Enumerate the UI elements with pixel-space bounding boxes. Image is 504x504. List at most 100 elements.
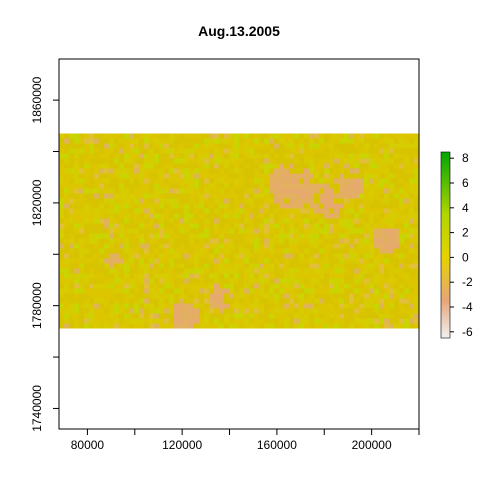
raster-cell xyxy=(304,138,309,144)
raster-cell xyxy=(59,318,64,324)
raster-cell xyxy=(149,243,154,249)
raster-cell xyxy=(259,168,264,174)
raster-cell xyxy=(234,293,239,299)
raster-cell xyxy=(344,193,349,199)
raster-cell xyxy=(59,203,64,209)
raster-cell xyxy=(209,173,214,179)
raster-cell xyxy=(179,268,184,274)
raster-cell xyxy=(279,138,284,144)
raster-cell xyxy=(339,243,344,249)
raster-cell xyxy=(179,263,184,269)
raster-cell xyxy=(304,153,309,159)
raster-cell xyxy=(304,293,309,299)
raster-cell xyxy=(409,173,414,179)
raster-cell xyxy=(314,183,319,189)
raster-cell xyxy=(404,298,409,304)
raster-cell xyxy=(114,138,119,144)
raster-cell xyxy=(74,188,79,194)
raster-cell xyxy=(124,198,129,204)
raster-cell xyxy=(294,138,299,144)
raster-cell xyxy=(249,263,254,269)
raster-cell xyxy=(304,298,309,304)
raster-cell xyxy=(129,148,134,154)
raster-cell xyxy=(59,253,64,259)
raster-cell xyxy=(319,133,324,139)
raster-cell xyxy=(214,308,219,314)
raster-cell xyxy=(304,143,309,149)
raster-cell xyxy=(314,163,319,169)
raster-cell xyxy=(59,273,64,279)
raster-cell xyxy=(299,288,304,294)
raster-cell xyxy=(379,258,384,264)
raster-cell xyxy=(349,208,354,214)
raster-cell xyxy=(124,308,129,314)
raster-cell xyxy=(154,208,159,214)
raster-cell xyxy=(204,283,209,289)
raster-cell xyxy=(299,228,304,234)
raster-cell xyxy=(349,178,354,184)
raster-cell xyxy=(314,248,319,254)
raster-cell xyxy=(64,243,69,249)
raster-cell xyxy=(274,228,279,234)
raster-cell xyxy=(204,143,209,149)
raster-cell xyxy=(219,318,224,324)
raster-cell xyxy=(139,243,144,249)
raster-cell xyxy=(374,303,379,309)
raster-cell xyxy=(309,173,314,179)
raster-cell xyxy=(84,253,89,259)
raster-cell xyxy=(144,313,149,319)
raster-cell xyxy=(59,313,64,319)
raster-cell xyxy=(359,153,364,159)
raster-cell xyxy=(104,258,109,264)
raster-cell xyxy=(384,228,389,234)
raster-cell xyxy=(144,233,149,239)
raster-cell xyxy=(169,218,174,224)
raster-cell xyxy=(369,188,374,194)
raster-cell xyxy=(229,163,234,169)
raster-cell xyxy=(124,133,129,139)
raster-cell xyxy=(209,133,214,139)
raster-cell xyxy=(89,143,94,149)
raster-cell xyxy=(159,288,164,294)
raster-cell xyxy=(139,223,144,229)
raster-cell xyxy=(284,153,289,159)
raster-cell xyxy=(269,258,274,264)
raster-image xyxy=(59,133,419,329)
y-tick-label: 1820000 xyxy=(30,179,44,226)
raster-cell xyxy=(364,303,369,309)
raster-cell xyxy=(109,233,114,239)
raster-cell xyxy=(234,298,239,304)
raster-cell xyxy=(84,318,89,324)
raster-cell xyxy=(249,163,254,169)
raster-cell xyxy=(89,138,94,144)
raster-cell xyxy=(179,293,184,299)
x-tick-label: 120000 xyxy=(162,438,202,452)
raster-cell xyxy=(139,233,144,239)
raster-cell xyxy=(414,193,419,199)
raster-cell xyxy=(374,168,379,174)
raster-cell xyxy=(169,303,174,309)
raster-cell xyxy=(119,148,124,154)
raster-cell xyxy=(399,208,404,214)
legend-colorbar xyxy=(440,151,451,339)
raster-cell xyxy=(164,218,169,224)
raster-cell xyxy=(314,133,319,139)
raster-cell xyxy=(354,158,359,164)
raster-cell xyxy=(344,188,349,194)
raster-cell xyxy=(264,273,269,279)
raster-cell xyxy=(284,318,289,324)
raster-cell xyxy=(339,133,344,139)
raster-cell xyxy=(104,198,109,204)
raster-cell xyxy=(224,313,229,319)
raster-cell xyxy=(149,308,154,314)
raster-cell xyxy=(119,213,124,219)
raster-cell xyxy=(254,183,259,189)
raster-cell xyxy=(229,318,234,324)
raster-cell xyxy=(159,238,164,244)
raster-cell xyxy=(229,323,234,329)
raster-cell xyxy=(374,188,379,194)
raster-cell xyxy=(69,213,74,219)
raster-cell xyxy=(139,303,144,309)
raster-cell xyxy=(294,313,299,319)
raster-cell xyxy=(304,158,309,164)
